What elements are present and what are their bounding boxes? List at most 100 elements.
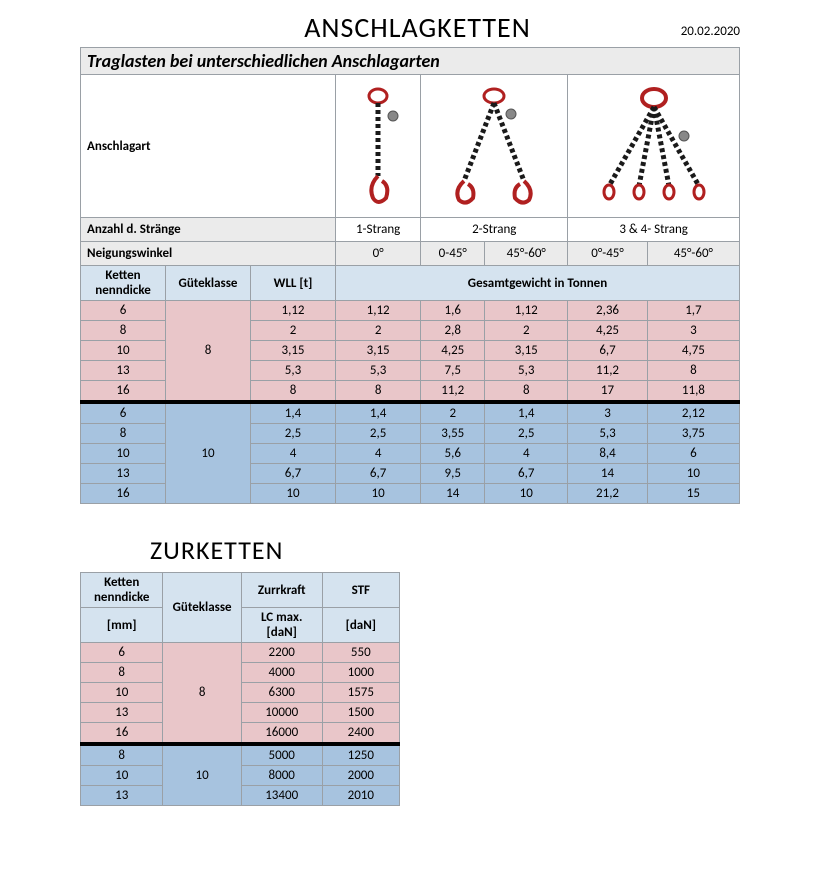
cell-lc: 5000 bbox=[241, 744, 322, 766]
cell-val: 15 bbox=[647, 484, 739, 504]
cell-lc: 8000 bbox=[241, 766, 322, 786]
cell-val: 4,75 bbox=[647, 341, 739, 361]
cell-lc: 16000 bbox=[241, 723, 322, 745]
cell-val: 4,25 bbox=[568, 321, 648, 341]
cell-dia: 8 bbox=[81, 424, 166, 444]
zurketten-table: Ketten nenndicke Güteklasse Zurrkraft ST… bbox=[80, 572, 400, 806]
cell-val: 2,12 bbox=[647, 402, 739, 424]
cell-lc: 6300 bbox=[241, 683, 322, 703]
cell-val: 5,3 bbox=[568, 424, 648, 444]
cell-val: 2,5 bbox=[485, 424, 568, 444]
strand-2: 2-Strang bbox=[421, 218, 568, 242]
angle-1: 0-45° bbox=[421, 242, 485, 266]
angle-4: 45°-60° bbox=[647, 242, 739, 266]
cell-val: 14 bbox=[421, 484, 485, 504]
cell-val: 4 bbox=[336, 444, 421, 464]
cell-val: 3,75 bbox=[647, 424, 739, 444]
cell-val: 2,8 bbox=[421, 321, 485, 341]
anschlagart-label: Anschlagart bbox=[81, 75, 336, 218]
cell-val: 5,6 bbox=[421, 444, 485, 464]
cell-val: 6,7 bbox=[336, 464, 421, 484]
cell-val: 2 bbox=[421, 402, 485, 424]
chain-2strand-icon bbox=[421, 75, 568, 218]
cell-val: 8,4 bbox=[568, 444, 648, 464]
cell-dia: 10 bbox=[81, 444, 166, 464]
neigung-label: Neigungswinkel bbox=[81, 242, 336, 266]
cell-klasse: 10 bbox=[163, 744, 241, 806]
guete-header: Güteklasse bbox=[166, 266, 251, 301]
cell-val: 6,7 bbox=[568, 341, 648, 361]
cell-wll: 3,15 bbox=[251, 341, 336, 361]
cell-dia: 16 bbox=[81, 484, 166, 504]
cell-val: 21,2 bbox=[568, 484, 648, 504]
cell-val: 11,2 bbox=[568, 361, 648, 381]
cell-dia: 13 bbox=[81, 786, 163, 806]
cell-wll: 4 bbox=[251, 444, 336, 464]
cell-val: 3,15 bbox=[485, 341, 568, 361]
mm-header: [mm] bbox=[81, 608, 163, 643]
angle-3: 0°-45° bbox=[568, 242, 648, 266]
cell-dia: 8 bbox=[81, 321, 166, 341]
page-date: 20.02.2020 bbox=[681, 24, 740, 39]
cell-val: 2 bbox=[336, 321, 421, 341]
cell-dia: 13 bbox=[81, 464, 166, 484]
cell-stf: 550 bbox=[322, 643, 399, 663]
cell-stf: 2400 bbox=[322, 723, 399, 745]
cell-lc: 10000 bbox=[241, 703, 322, 723]
cell-wll: 2,5 bbox=[251, 424, 336, 444]
dan-header: [daN] bbox=[322, 608, 399, 643]
cell-val: 8 bbox=[336, 381, 421, 403]
strand-34: 3 & 4- Strang bbox=[568, 218, 740, 242]
cell-val: 1,12 bbox=[336, 301, 421, 321]
cell-dia: 8 bbox=[81, 744, 163, 766]
cell-dia: 10 bbox=[81, 683, 163, 703]
cell-klasse: 10 bbox=[166, 402, 251, 504]
cell-dia: 16 bbox=[81, 381, 166, 403]
cell-val: 1,12 bbox=[485, 301, 568, 321]
angle-0: 0° bbox=[336, 242, 421, 266]
cell-val: 2,36 bbox=[568, 301, 648, 321]
cell-val: 2 bbox=[485, 321, 568, 341]
cell-dia: 16 bbox=[81, 723, 163, 745]
ketten-header: Ketten nenndicke bbox=[81, 266, 166, 301]
cell-stf: 1250 bbox=[322, 744, 399, 766]
cell-val: 11,2 bbox=[421, 381, 485, 403]
gesamt-header: Gesamtgewicht in Tonnen bbox=[336, 266, 740, 301]
cell-val: 2,5 bbox=[336, 424, 421, 444]
cell-val: 7,5 bbox=[421, 361, 485, 381]
cell-wll: 1,4 bbox=[251, 402, 336, 424]
angle-2: 45°-60° bbox=[485, 242, 568, 266]
lc-header: LC max. [daN] bbox=[241, 608, 322, 643]
cell-val: 14 bbox=[568, 464, 648, 484]
cell-val: 10 bbox=[647, 464, 739, 484]
cell-val: 3 bbox=[568, 402, 648, 424]
cell-val: 10 bbox=[485, 484, 568, 504]
cell-stf: 1500 bbox=[322, 703, 399, 723]
cell-val: 11,8 bbox=[647, 381, 739, 403]
cell-stf: 1575 bbox=[322, 683, 399, 703]
cell-val: 9,5 bbox=[421, 464, 485, 484]
cell-dia: 10 bbox=[81, 341, 166, 361]
cell-stf: 2000 bbox=[322, 766, 399, 786]
cell-stf: 2010 bbox=[322, 786, 399, 806]
cell-val: 10 bbox=[336, 484, 421, 504]
cell-val: 3 bbox=[647, 321, 739, 341]
cell-dia: 6 bbox=[81, 402, 166, 424]
ketten-header-2: Ketten nenndicke bbox=[81, 573, 163, 608]
cell-val: 5,3 bbox=[485, 361, 568, 381]
cell-val: 17 bbox=[568, 381, 648, 403]
wll-header: WLL [t] bbox=[251, 266, 336, 301]
cell-dia: 13 bbox=[81, 361, 166, 381]
cell-val: 1,4 bbox=[336, 402, 421, 424]
guete-header-2: Güteklasse bbox=[163, 573, 241, 643]
subtitle: Traglasten bei unterschiedlichen Anschla… bbox=[81, 48, 740, 75]
cell-dia: 10 bbox=[81, 766, 163, 786]
stf-header: STF bbox=[322, 573, 399, 608]
cell-wll: 1,12 bbox=[251, 301, 336, 321]
cell-val: 3,15 bbox=[336, 341, 421, 361]
cell-dia: 6 bbox=[81, 643, 163, 663]
cell-lc: 13400 bbox=[241, 786, 322, 806]
cell-val: 4,25 bbox=[421, 341, 485, 361]
title-2: ZURKETTEN bbox=[10, 534, 815, 566]
cell-wll: 5,3 bbox=[251, 361, 336, 381]
